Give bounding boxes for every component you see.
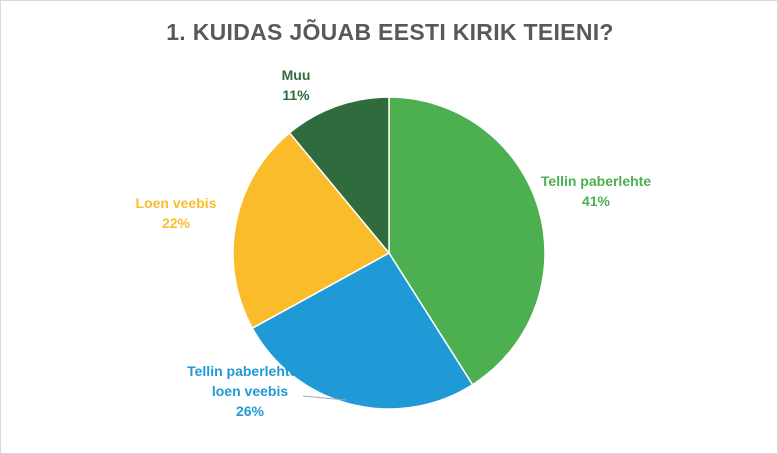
- leader-line-2: [302, 395, 347, 401]
- slice-name-label: Tellin paberlehte: [541, 173, 651, 189]
- slice-name-label: Loen veebis: [136, 195, 217, 211]
- slice-name-label: loen veebis: [212, 383, 288, 399]
- chart-title: 1. KUIDAS JÕUAB EESTI KIRIK TEIENI?: [166, 19, 614, 45]
- pie-slice-1: [388, 96, 546, 386]
- slice-value-label: 26%: [236, 403, 265, 419]
- pie-slice-2: [251, 252, 474, 410]
- slice-value-label: 22%: [162, 215, 191, 231]
- slice-label-2: Tellin paberlehte ja loen veebis 26%: [187, 363, 313, 419]
- slice-label-1: Tellin paberlehte 41%: [541, 173, 651, 209]
- pie-slice-3: [232, 131, 391, 330]
- slice-value-label: 41%: [582, 193, 611, 209]
- pie-slice-4: [288, 96, 390, 256]
- slice-label-4: Muu 11%: [282, 67, 311, 103]
- slice-name-label: Muu: [282, 67, 311, 83]
- slice-name-label: Tellin paberlehte ja: [187, 363, 313, 379]
- slice-value-label: 11%: [282, 87, 310, 103]
- slice-label-3: Loen veebis 22%: [136, 195, 217, 231]
